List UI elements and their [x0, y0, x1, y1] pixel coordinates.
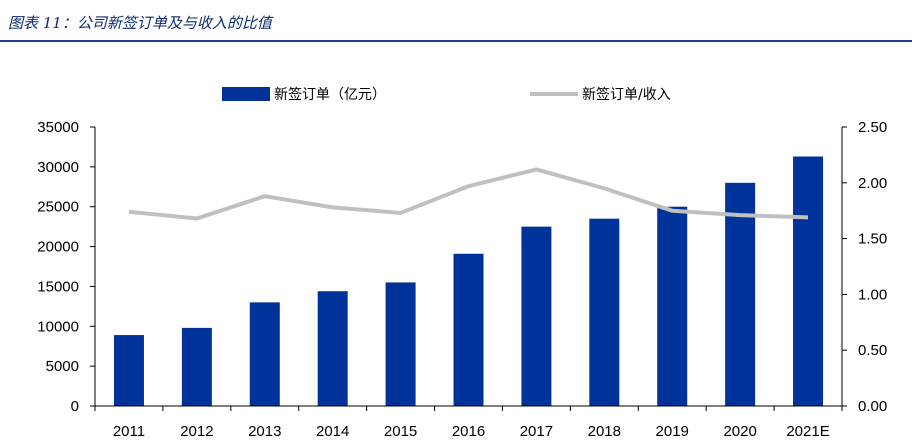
header-rule — [0, 40, 912, 42]
bar-2015 — [385, 282, 416, 406]
x-tick-label: 2011 — [113, 423, 145, 440]
chart-header: 图表 11：公司新签订单及与收入的比值 — [0, 0, 912, 42]
x-tick-label: 2020 — [723, 423, 756, 440]
right-tick-label: 0.00 — [858, 398, 887, 415]
x-tick-label: 2018 — [588, 423, 621, 440]
right-tick-label: 2.00 — [858, 175, 887, 192]
right-tick-label: 1.50 — [858, 231, 887, 248]
legend-line-label: 新签订单/收入 — [582, 86, 671, 103]
bar-2014 — [317, 291, 348, 406]
bar-2012 — [181, 327, 212, 406]
plot-area: 0 5000 10000 15000 20000 25000 30000 35000 0.00 0… — [37, 119, 887, 440]
left-tick-label: 35000 — [37, 119, 79, 136]
left-tick-label: 25000 — [37, 199, 79, 216]
bar-2011 — [113, 335, 144, 406]
bar-2013 — [249, 302, 280, 406]
left-tick-label: 0 — [71, 398, 79, 415]
right-tick-label: 2.50 — [858, 119, 887, 136]
x-tick-label: 2016 — [452, 423, 485, 440]
bar-2016 — [453, 253, 484, 406]
bar-2019 — [657, 206, 688, 406]
right-tick-label: 1.00 — [858, 286, 887, 303]
x-tick-label: 2019 — [656, 423, 689, 440]
left-tick-label: 10000 — [37, 318, 79, 335]
bar-2017 — [521, 226, 552, 406]
x-tick-label: 2015 — [384, 423, 417, 440]
left-tick-label: 30000 — [37, 159, 79, 176]
x-tick-label: 2014 — [316, 423, 349, 440]
bar-2021E — [793, 156, 824, 406]
legend: 新签订单（亿元） 新签订单/收入 — [222, 86, 671, 103]
ratio-line — [128, 167, 809, 221]
x-tick-label: 2021E — [786, 423, 829, 440]
left-tick-label: 5000 — [46, 358, 79, 375]
bar-2020 — [725, 182, 756, 406]
chart-title: 图表 11：公司新签订单及与收入的比值 — [8, 14, 272, 32]
right-tick-label: 0.50 — [858, 342, 887, 359]
left-tick-label: 15000 — [37, 278, 79, 295]
x-tick-label: 2012 — [180, 423, 213, 440]
legend-bar-swatch — [222, 87, 270, 101]
left-tick-label: 20000 — [37, 239, 79, 256]
x-tick-label: 2017 — [520, 423, 553, 440]
legend-bar-label: 新签订单（亿元） — [274, 86, 386, 103]
bar-2018 — [589, 218, 620, 406]
x-tick-label: 2013 — [248, 423, 281, 440]
